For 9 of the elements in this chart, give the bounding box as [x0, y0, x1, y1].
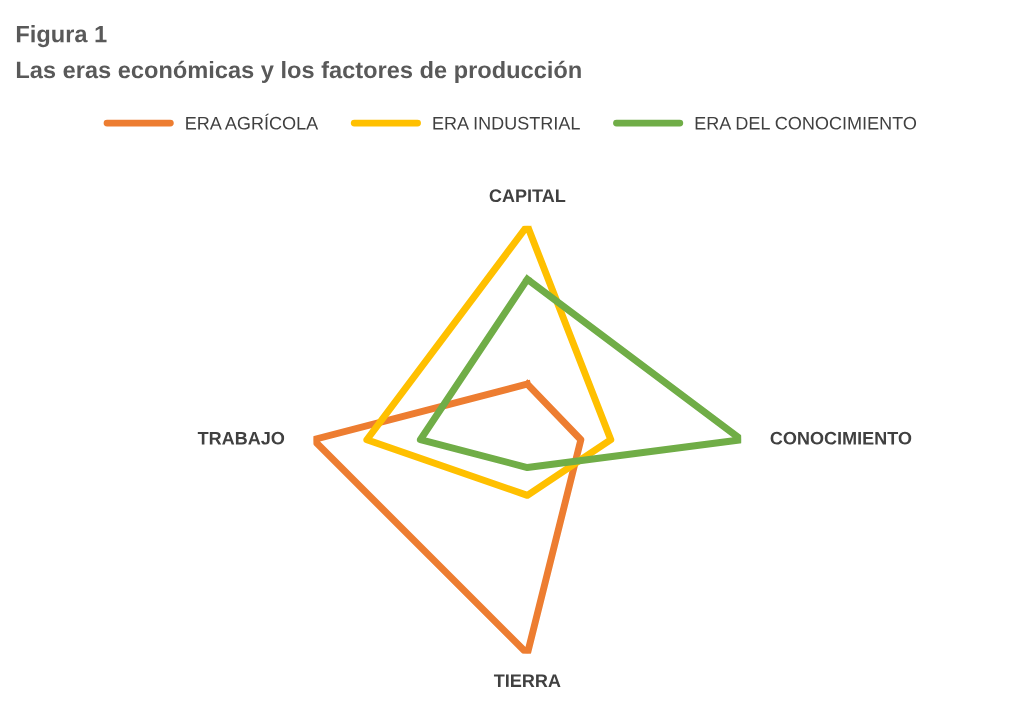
legend-label: ERA AGRÍCOLA	[186, 113, 319, 130]
spoke-label: CONOCIMIENTO	[770, 431, 912, 445]
spoke-label: TRABAJO	[197, 431, 285, 445]
spoke-label: CAPITAL	[489, 189, 566, 203]
legend-label: ERA DEL CONOCIMIENTO	[695, 116, 917, 130]
legend-label: ERA INDUSTRIAL	[433, 116, 580, 130]
spoke-label: TIERRA	[493, 674, 561, 687]
chart-title: Figura 1	[16, 25, 107, 48]
chart-subtitle: Las eras económicas y los factores de producción	[16, 60, 581, 83]
